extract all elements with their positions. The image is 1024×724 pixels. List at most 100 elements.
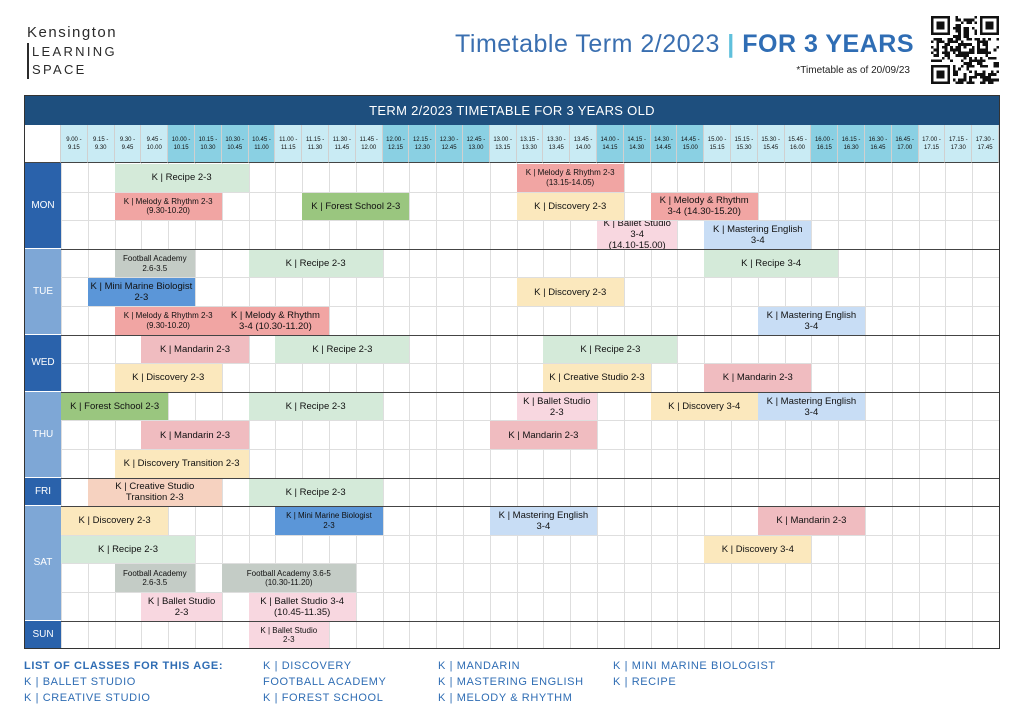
class-label: K | Recipe 2-3 bbox=[285, 401, 346, 413]
class-label: K | Melody & Rhythm 2-3 bbox=[123, 196, 213, 206]
class-label: 3-4 bbox=[536, 520, 551, 532]
day-divider bbox=[25, 391, 999, 393]
class-block: K | Discovery 3-4 bbox=[650, 392, 758, 421]
time-slot-line: 15.30 bbox=[736, 145, 752, 151]
grid-row-line bbox=[61, 220, 999, 222]
class-block: Football Academy 2.6-3.5 bbox=[114, 249, 195, 278]
class-label: K | Mastering English bbox=[712, 223, 803, 235]
class-block: K | Forest School 2-3 bbox=[302, 192, 410, 221]
legend-item: K | FOREST SCHOOL bbox=[263, 692, 384, 704]
time-slot-line: 10.00 bbox=[146, 145, 162, 151]
time-slot-line: 13.15 - bbox=[520, 137, 539, 143]
grid-column-line bbox=[918, 163, 920, 648]
time-slot-line: 12.45 - bbox=[466, 137, 486, 143]
time-slot-line: 10.00 - bbox=[171, 137, 191, 143]
time-slot-line: 13.45 - bbox=[573, 137, 593, 143]
class-block: K | Melody & Rhythm 2-3 (13.15-14.05) bbox=[516, 164, 624, 192]
time-slot-header: 10.45 - 11.00 bbox=[248, 125, 276, 163]
grid-row-line bbox=[61, 420, 999, 422]
time-slot-line: 14.30 bbox=[629, 145, 645, 151]
legend-item: K | RECIPE bbox=[613, 676, 677, 688]
class-label: 2-3 bbox=[549, 406, 564, 418]
time-slot-line: 13.30 - bbox=[546, 137, 566, 143]
day-label: WED bbox=[25, 334, 61, 392]
grid-title: TERM 2/2023 TIMETABLE FOR 3 YEARS OLD bbox=[25, 96, 999, 125]
timetable-grid: TERM 2/2023 TIMETABLE FOR 3 YEARS OLD 9.… bbox=[24, 95, 1000, 649]
grid-column-line bbox=[972, 163, 974, 648]
time-slot-header: 9.30 - 9.45 bbox=[114, 125, 142, 163]
class-label: 2-3 bbox=[323, 520, 335, 530]
class-block: K | Mandarin 2-3 bbox=[489, 421, 597, 449]
class-block: K | Mastering English 3-4 bbox=[489, 507, 597, 535]
class-label: 2-3 bbox=[174, 606, 189, 618]
day-divider bbox=[25, 334, 999, 336]
class-label: K | Recipe 2-3 bbox=[285, 258, 346, 270]
class-label: K | Melody & Rhythm 2-3 bbox=[123, 311, 213, 321]
brand-line-1: Kensington bbox=[27, 24, 118, 41]
class-block: K | Mandarin 2-3 bbox=[704, 364, 812, 392]
time-slot-line: 11.45 - bbox=[359, 137, 378, 143]
class-block: K | Ballet Studio 2-3 bbox=[516, 392, 597, 421]
class-block: K | Melody & Rhythm 2-3 (9.30-10.20) bbox=[114, 307, 222, 335]
grid-row-line bbox=[61, 592, 999, 593]
day-label: MON bbox=[25, 163, 61, 249]
class-label: Football Academy 3.6-5 bbox=[246, 568, 331, 578]
grid-row-line bbox=[61, 534, 999, 536]
brand-line-3: SPACE bbox=[32, 62, 87, 77]
class-label: 3-4 (10.30-11.20) bbox=[239, 320, 312, 332]
time-slot-header: 9.45 - 10.00 bbox=[141, 125, 169, 163]
legend-item: FOOTBALL ACADEMY bbox=[263, 676, 387, 688]
class-label: 3-4 (14.30-15.20) bbox=[667, 206, 741, 218]
legend-item: K | MINI MARINE BIOLOGIST bbox=[613, 660, 776, 672]
brand-line-2: LEARNING bbox=[32, 44, 117, 59]
class-label: K | Recipe 2-3 bbox=[580, 343, 641, 355]
brand-logo: Kensington LEARNING SPACE bbox=[27, 24, 117, 79]
class-label: K | Mandarin 2-3 bbox=[159, 343, 231, 355]
time-slot-line: 12.30 bbox=[414, 145, 430, 151]
time-slot-line: 12.15 bbox=[387, 145, 403, 151]
class-label: K | Discovery 2-3 bbox=[78, 515, 151, 527]
day-label: SUN bbox=[25, 620, 61, 648]
time-slot-header: 11.15 - 11.30 bbox=[302, 125, 329, 163]
grid-row-line bbox=[61, 363, 999, 365]
class-block: K | Discovery 2-3 bbox=[516, 192, 624, 221]
grid-column-line bbox=[382, 163, 384, 648]
time-slot-line: 15.00 - bbox=[707, 137, 727, 143]
class-label: K | Discovery Transition 2-3 bbox=[123, 458, 240, 470]
time-slot-header: 10.00 - 10.15 bbox=[168, 125, 195, 163]
class-label: Football Academy bbox=[122, 254, 187, 264]
class-label: 2-3 bbox=[283, 635, 295, 645]
time-slot-line: 16.30 bbox=[843, 145, 859, 151]
time-slot-header: 11.45 - 12.00 bbox=[355, 125, 383, 163]
class-block: K | Melody & Rhythm 3-4 (14.30-15.20) bbox=[650, 192, 758, 221]
class-label: (10.30-11.20) bbox=[265, 578, 313, 588]
class-block: K | Discovery Transition 2-3 bbox=[114, 450, 249, 478]
class-label: K | Discovery 3-4 bbox=[668, 401, 741, 413]
time-slot-line: 11.30 bbox=[307, 145, 323, 151]
class-label: K | Mini Marine Biologist bbox=[90, 281, 193, 293]
class-label: K | Discovery 2-3 bbox=[132, 372, 205, 384]
class-block: K | Ballet Studio 2-3 bbox=[141, 593, 222, 621]
class-block: K | Creative Studio 2-3 bbox=[543, 364, 651, 392]
legend-item: K | DISCOVERY bbox=[263, 660, 352, 672]
class-label: K | Mandarin 2-3 bbox=[776, 515, 847, 527]
class-block: K | Recipe 2-3 bbox=[114, 164, 249, 192]
grid-row-line bbox=[61, 449, 999, 450]
class-label: (9.30-10.20) bbox=[146, 320, 190, 330]
class-label: 3-4 bbox=[804, 320, 819, 332]
class-block: K | Recipe 2-3 bbox=[61, 535, 195, 564]
time-slot-header: 12.15 - 12.30 bbox=[409, 125, 437, 163]
legend-item: K | BALLET STUDIO bbox=[24, 676, 136, 688]
grid-column-line bbox=[597, 163, 598, 648]
time-slot-line: 14.00 - bbox=[600, 137, 620, 143]
class-label: K | Melody & Rhythm bbox=[230, 309, 320, 321]
day-divider bbox=[25, 477, 999, 479]
time-slot-line: 13.15 bbox=[495, 145, 511, 151]
time-slot-line: 17.45 bbox=[977, 145, 993, 151]
class-label: K | Ballet Studio 3-4 bbox=[260, 595, 345, 607]
class-label: K | Creative Studio bbox=[115, 481, 195, 493]
time-slot-line: 10.30 - bbox=[225, 137, 245, 143]
time-slot-line: 9.15 - bbox=[93, 137, 109, 143]
time-slot-line: 10.15 - bbox=[198, 137, 218, 143]
time-slot-line: 15.00 bbox=[682, 145, 698, 151]
